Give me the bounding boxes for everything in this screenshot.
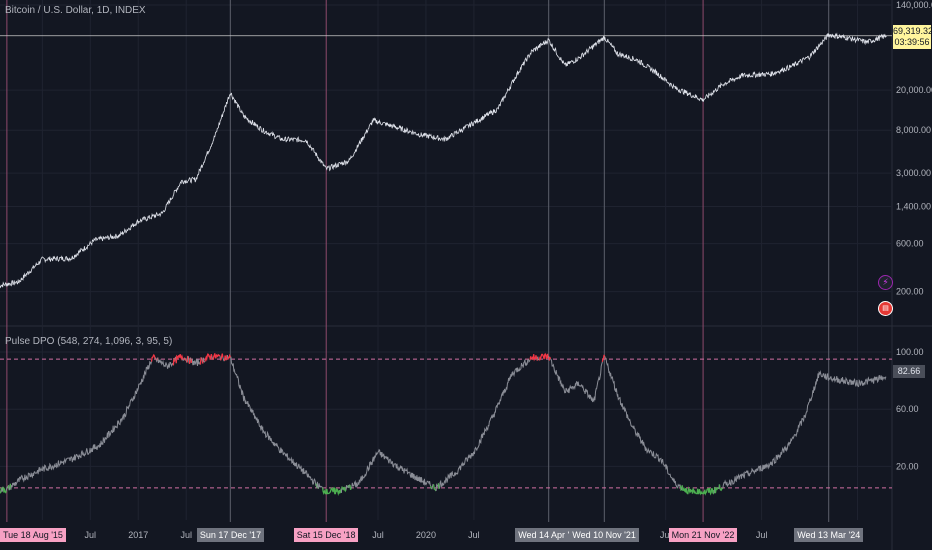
price-tick-label: 20,000.00 [896,85,932,95]
date-marker-tag: Mon 21 Nov '22 [668,528,738,542]
dpo-series-line [432,484,437,492]
dpo-series-line [182,358,184,362]
time-tick-label: Jul [468,530,480,540]
price-tick-label: 600.00 [896,239,924,249]
dpo-series-line [601,354,605,363]
dpo-series-line [150,353,156,362]
dpo-series-line [351,448,432,489]
date-marker-tag: Sat 15 Dec '18 [293,528,359,542]
price-series-line [0,32,887,289]
last-price-tag: 69,319.32 03:39:56 [893,25,932,49]
dpo-series-line [605,357,678,488]
dpo-series-line [527,358,531,363]
dpo-series-line [529,356,532,361]
time-tick-label: Jul [180,530,192,540]
dpo-series-line [227,353,232,360]
time-tick-label: Jul [756,530,768,540]
dpo-series-line [550,358,603,403]
dpo-series-line [223,355,227,361]
dpo-series-line [155,357,158,363]
date-marker-tag: Tue 18 Aug '15 [0,528,66,542]
time-tick-label: Jul [85,530,97,540]
time-tick-label: 2020 [416,530,436,540]
price-tick-label: 8,000.00 [896,125,931,135]
indicator-value-tag: 82.66 [893,365,925,378]
indicator-title: Pulse DPO (548, 274, 1,096, 3, 95, 5) [5,336,173,347]
price-chart-title: Bitcoin / U.S. Dollar, 1D, INDEX [5,5,146,16]
dpo-series-line [679,485,682,491]
dpo-series-line [531,354,538,362]
flag-icon[interactable]: ▤ [878,301,893,316]
dpo-series-line [10,360,152,490]
price-tick-label: 140,000.00 [896,0,932,10]
dpo-series-line [219,353,224,361]
indicator-tick-label: 20.00 [896,461,919,471]
time-tick-label: Jul [372,530,384,540]
lightning-icon[interactable]: ⚡ [878,275,893,290]
dpo-series-line [204,353,213,362]
dpo-series-line [343,486,347,493]
dpo-series-line [538,352,550,361]
dpo-series-line [175,354,184,364]
date-marker-tag: Sun 17 Dec '17 [196,528,265,542]
dpo-series-line [718,484,724,492]
dpo-series-line [2,486,7,494]
price-tick-label: 200.00 [896,287,924,297]
bar-countdown: 03:39:56 [894,37,930,47]
dpo-series-line [548,356,552,361]
dpo-series-line [439,359,529,489]
dpo-series-line [202,357,206,363]
time-tick-label: Jul [660,530,672,540]
price-tick-label: 1,400.00 [896,202,931,212]
dpo-series-line [222,356,225,362]
dpo-series-line [677,483,681,489]
dpo-series-line [157,357,174,369]
date-marker-tag: Wed 13 Mar '24 [794,528,864,542]
price-tick-label: 3,000.00 [896,168,931,178]
date-marker-tag: Wed 14 Apr '21 [515,528,583,542]
dpo-series-line [316,481,319,489]
dpo-series-line [212,353,221,361]
dpo-series-line [0,486,2,494]
dpo-series-line [722,370,887,489]
dpo-series-line [191,358,201,366]
dpo-series-line [714,486,719,494]
dpo-series-line [318,483,323,489]
indicator-tick-label: 100.00 [896,347,924,357]
time-tick-label: 2017 [128,530,148,540]
dpo-series-line [230,356,317,487]
dpo-series-line [321,487,343,497]
indicator-tick-label: 60.00 [896,404,919,414]
dpo-series-line [681,485,715,496]
dpo-series-line [437,483,440,490]
date-marker-tag: Wed 10 Nov '21 [569,528,639,542]
last-price-value: 69,319.32 [893,26,932,36]
